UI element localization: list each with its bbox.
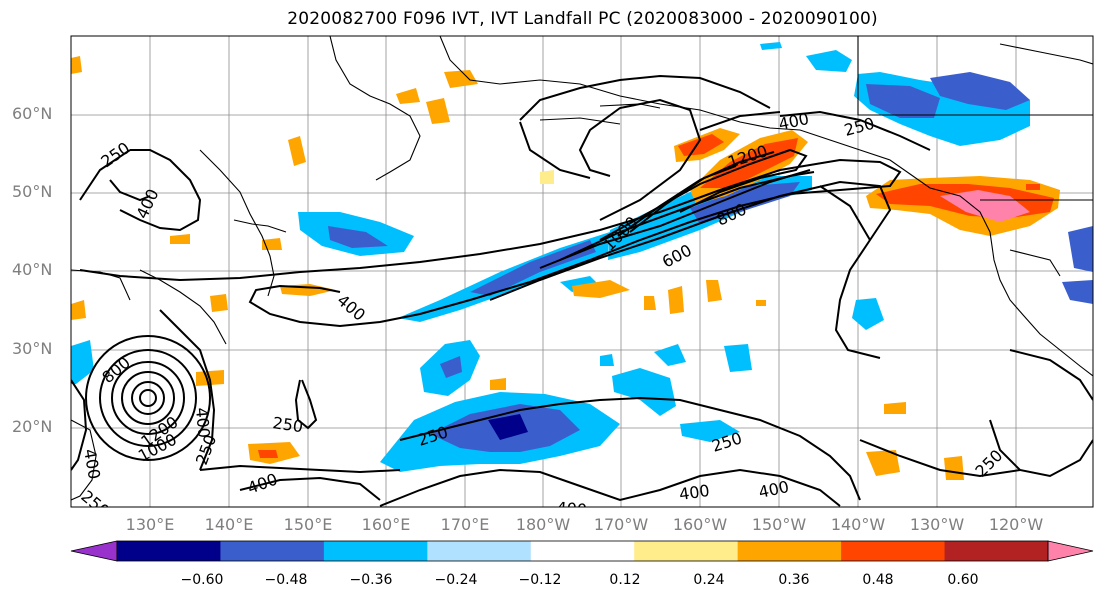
colorbar-tick-label: 0.12 — [609, 572, 641, 588]
contour-label: 400 — [556, 498, 588, 520]
ivt-contours — [71, 74, 1093, 507]
colorbar-segment — [737, 541, 842, 561]
colorbar-tick-label: 0.60 — [947, 572, 979, 588]
colorbar-tick-label: −0.24 — [434, 572, 478, 588]
lon-label: 160°E — [361, 515, 411, 534]
colorbar-tick-label: 0.24 — [693, 572, 725, 588]
lon-label: 140°E — [204, 515, 254, 534]
lon-label: 150°W — [751, 515, 807, 534]
colorbar-segment — [427, 541, 532, 561]
colorbar-tick-label: −0.60 — [180, 572, 224, 588]
colorbar-segment — [530, 541, 635, 561]
lat-label: 40°N — [12, 260, 53, 279]
colorbar-extend-high — [1047, 540, 1094, 562]
lat-label: 30°N — [12, 339, 53, 358]
contour-label: 250 — [271, 413, 304, 436]
contour-label: 400 — [678, 481, 711, 504]
colorbar-segment — [634, 541, 739, 561]
positive-pc-shading — [71, 56, 1060, 480]
lon-label: 150°E — [283, 515, 333, 534]
lon-label: 180°W — [515, 515, 571, 534]
colorbar-segment — [117, 541, 221, 561]
contour-label: 400 — [192, 407, 214, 439]
colorbar-segment — [841, 541, 946, 561]
map-title: 2020082700 F096 IVT, IVT Landfall PC (20… — [287, 9, 878, 29]
colorbar-tick-label: 0.48 — [862, 572, 894, 588]
colorbar-segment — [220, 541, 325, 561]
colorbar-tick-label: −0.12 — [518, 572, 562, 588]
colorbar-tick-label: −0.48 — [264, 572, 308, 588]
lat-label: 20°N — [12, 417, 53, 436]
colorbar-tick-label: 0.36 — [778, 572, 810, 588]
lon-label: 170°E — [440, 515, 490, 534]
lon-label: 130°W — [909, 515, 965, 534]
plot-frame — [70, 35, 1094, 508]
colorbar-segment — [944, 541, 1049, 561]
lat-label: 50°N — [12, 182, 53, 201]
colorbar-tick-label: −0.36 — [349, 572, 393, 588]
lat-label: 60°N — [12, 104, 53, 123]
colorbar-segment — [323, 541, 428, 561]
colorbar — [70, 540, 1094, 562]
lon-label: 170°W — [593, 515, 649, 534]
lon-label: 120°W — [988, 515, 1044, 534]
lon-label: 130°E — [125, 515, 175, 534]
colorbar-outline — [116, 540, 1049, 562]
colorbar-extend-low — [70, 540, 118, 562]
lon-label: 140°W — [830, 515, 886, 534]
lon-label: 160°W — [672, 515, 728, 534]
